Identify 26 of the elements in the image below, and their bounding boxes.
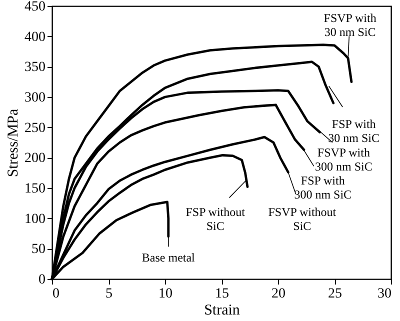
y-tick-label: 100 [24,212,46,227]
y-tick-label: 350 [24,60,46,76]
annotation: FSP with 300 nm SiC [294,174,352,202]
annotation: FSVP without SiC [268,205,337,234]
annotation: Base metal [142,250,196,264]
x-tick-label: 0 [52,286,60,302]
y-tick-label: 0 [38,272,46,288]
y-tick-label: 400 [24,30,46,45]
x-tick-label: 15 [215,286,229,302]
y-tick-label: 200 [24,151,46,166]
x-tick-label: 20 [272,286,286,302]
y-tick-label: 50 [32,242,46,258]
y-tick-label: 300 [24,90,46,106]
x-axis-title: Strain [204,302,240,318]
y-tick-label: 150 [24,182,46,196]
annotation: FSVP with 300 nm SiC [315,145,372,174]
annotation: FSVP with 30 nm SiC [324,11,376,40]
annotation: FSP without SiC [186,205,246,234]
x-tick-label: 30 [378,286,392,302]
annotation: FSP with 30 nm SiC [328,117,380,146]
x-tick-label: 10 [158,286,172,302]
y-axis-title: Stress/MPa [6,108,22,178]
y-tick-label: 450 [24,0,46,14]
x-tick-label: 5 [106,286,112,302]
y-tick-label: 250 [24,120,46,136]
x-tick-label: 25 [328,286,342,302]
